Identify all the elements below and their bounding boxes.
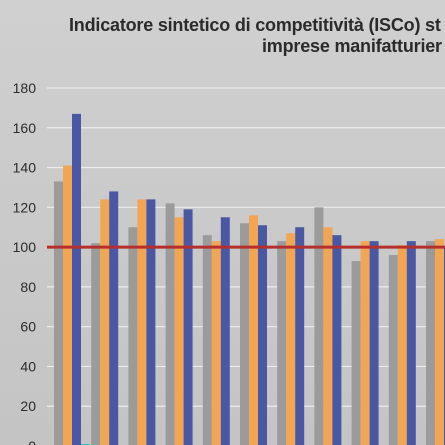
bar [72,113,81,445]
bar [183,209,193,445]
bar [397,245,407,445]
y-axis-tick-labels: 0 20 40 60 80 100 120 140 160 180 [13,80,37,445]
bar [240,223,249,445]
bar [258,225,267,445]
bar [249,215,258,445]
bar [63,165,72,445]
bar [388,255,398,445]
bar [165,203,175,445]
y-tick-label: 180 [13,80,37,96]
bar [351,261,361,445]
bar [109,191,119,445]
bar [426,241,435,445]
bar [91,243,101,445]
bar [406,241,416,445]
chart-title-line-2: imprese manifatturier [262,36,442,56]
bar [369,241,379,445]
bar [174,217,184,445]
bar [277,241,287,445]
bar [220,217,230,445]
bar [202,235,212,445]
bar [435,239,444,445]
y-tick-label: 120 [13,199,37,215]
y-tick-label: 20 [20,398,36,414]
y-tick-label: 60 [20,319,36,335]
bar [360,241,370,445]
bar [100,199,110,445]
y-tick-label: 80 [20,279,36,295]
y-tick-label: 140 [13,160,37,176]
y-tick-label: 160 [13,120,37,136]
bar [332,235,342,445]
bar [54,181,63,445]
bar [323,227,333,445]
bar [295,227,305,445]
bar [314,207,324,445]
bar [211,241,221,445]
bar [137,199,147,445]
y-tick-label: 40 [20,358,36,374]
chart-title-line-1: Indicatore sintetico di competitività (I… [69,15,441,35]
y-tick-label: 0 [28,438,36,445]
y-tick-label: 100 [13,239,37,255]
bar [286,233,296,445]
bar [128,227,138,445]
bars [54,113,445,445]
bar [146,199,156,445]
